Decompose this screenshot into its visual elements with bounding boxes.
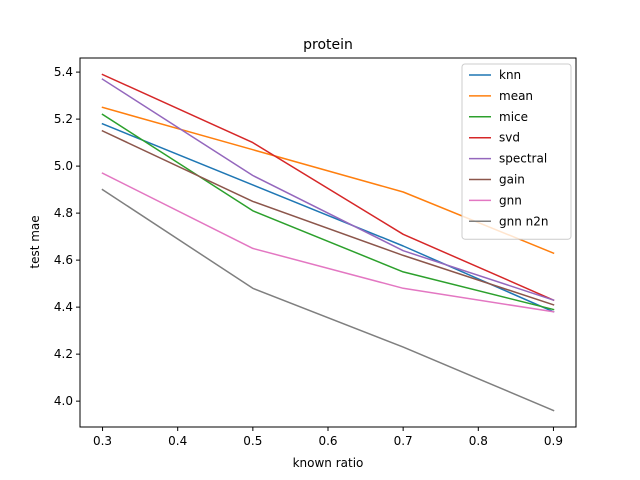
- x-tick-label: 0.3: [93, 434, 112, 448]
- legend-label: gnn n2n: [499, 214, 549, 228]
- series-line-mice: [101, 113, 555, 311]
- y-tick-label: 5.4: [54, 65, 73, 79]
- x-tick-label: 0.6: [318, 434, 337, 448]
- y-tick-label: 5.0: [54, 159, 73, 173]
- series-line-gnn: [101, 172, 555, 313]
- series-line-gnn-n2n: [101, 188, 555, 412]
- series-line-gain: [101, 129, 555, 306]
- x-tick-label: 0.5: [243, 434, 262, 448]
- chart-title: protein: [303, 37, 353, 53]
- y-tick-label: 4.0: [54, 394, 73, 408]
- legend-label: svd: [499, 131, 520, 145]
- legend-label: gain: [499, 173, 525, 187]
- series-line-svd: [101, 73, 555, 302]
- x-axis-label: known ratio: [293, 456, 364, 470]
- y-axis-label: test mae: [28, 215, 42, 268]
- legend: knn mean mice svd spectral gain gnn gnn n2n: [461, 63, 572, 240]
- x-axis: 0.3 0.4 0.5 0.6 0.7 0.8 0.9: [93, 427, 563, 448]
- legend-box: [461, 63, 572, 240]
- legend-label: knn: [499, 68, 521, 82]
- series-line-knn: [101, 122, 555, 313]
- y-tick-label: 4.8: [54, 206, 73, 220]
- y-tick-label: 4.4: [54, 300, 73, 314]
- y-tick-label: 4.2: [54, 347, 73, 361]
- x-tick-label: 0.4: [168, 434, 187, 448]
- x-tick-label: 0.8: [469, 434, 488, 448]
- legend-label: mean: [499, 89, 533, 103]
- y-tick-label: 5.2: [54, 112, 73, 126]
- series-lines: [101, 73, 555, 412]
- series-line-spectral: [101, 78, 555, 302]
- legend-label: mice: [499, 110, 528, 124]
- y-axis: 4.0 4.2 4.4 4.6 4.8 5.0 5.2 5.4: [54, 65, 80, 408]
- y-tick-label: 4.6: [54, 253, 73, 267]
- x-tick-label: 0.7: [394, 434, 413, 448]
- x-tick-label: 0.9: [544, 434, 563, 448]
- legend-label: gnn: [499, 193, 522, 207]
- legend-label: spectral: [499, 152, 547, 166]
